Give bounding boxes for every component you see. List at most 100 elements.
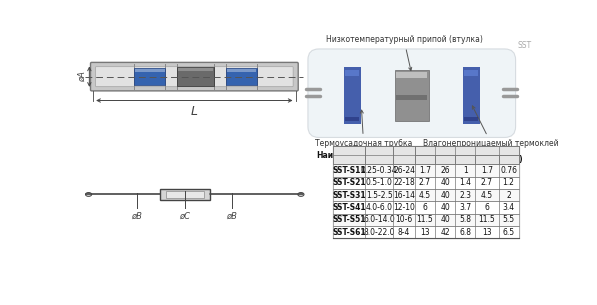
Text: 4.5: 4.5 bbox=[481, 191, 493, 200]
Text: Влагонепроницаемый термоклей: Влагонепроницаемый термоклей bbox=[423, 106, 559, 148]
Text: 5.8: 5.8 bbox=[459, 215, 471, 224]
Text: 1.5-2.5: 1.5-2.5 bbox=[366, 191, 393, 200]
FancyBboxPatch shape bbox=[96, 66, 293, 87]
Bar bbox=[415, 146, 519, 155]
Bar bbox=[455, 155, 475, 164]
Bar bbox=[343, 67, 361, 124]
Text: 6: 6 bbox=[423, 203, 427, 212]
Bar bbox=[396, 72, 427, 78]
Text: Низкотемпературный припой (втулка): Низкотемпературный припой (втулка) bbox=[325, 35, 482, 70]
Text: A.W.G: A.W.G bbox=[391, 151, 417, 160]
Text: SST-S31: SST-S31 bbox=[332, 191, 366, 200]
Bar bbox=[226, 69, 256, 72]
Bar bbox=[333, 164, 519, 177]
Text: 40: 40 bbox=[440, 178, 450, 187]
Text: 6: 6 bbox=[485, 203, 490, 212]
Text: 40: 40 bbox=[440, 203, 450, 212]
Text: SST-S11: SST-S11 bbox=[332, 166, 366, 175]
Text: 0.76: 0.76 bbox=[500, 166, 517, 175]
Bar bbox=[333, 146, 519, 238]
Bar bbox=[160, 189, 210, 200]
Text: øC: øC bbox=[180, 212, 190, 221]
Bar bbox=[166, 191, 204, 198]
FancyBboxPatch shape bbox=[308, 49, 516, 138]
Bar bbox=[435, 155, 455, 164]
Text: 1.2: 1.2 bbox=[503, 178, 515, 187]
Bar bbox=[498, 155, 519, 164]
Bar bbox=[333, 214, 519, 226]
Ellipse shape bbox=[298, 192, 304, 196]
Bar bbox=[415, 155, 435, 164]
Text: 4.0-6.0: 4.0-6.0 bbox=[366, 203, 393, 212]
Text: 1.7: 1.7 bbox=[481, 166, 493, 175]
Text: 5.5: 5.5 bbox=[503, 215, 515, 224]
Text: 3.4: 3.4 bbox=[503, 203, 515, 212]
Bar bbox=[333, 189, 519, 201]
Bar bbox=[135, 69, 165, 72]
Ellipse shape bbox=[85, 192, 92, 196]
Text: 11.5: 11.5 bbox=[417, 215, 433, 224]
Text: 6.5: 6.5 bbox=[503, 228, 515, 237]
Text: 16-14: 16-14 bbox=[393, 191, 415, 200]
Text: 8.0-22.0: 8.0-22.0 bbox=[364, 228, 395, 237]
Text: L(min): L(min) bbox=[431, 155, 459, 164]
Text: SST-S21: SST-S21 bbox=[332, 178, 366, 187]
Text: 2.7: 2.7 bbox=[419, 178, 431, 187]
Bar bbox=[365, 146, 393, 164]
Bar bbox=[464, 117, 478, 121]
Text: Размеры, мм: Размеры, мм bbox=[438, 146, 496, 155]
Bar bbox=[333, 201, 519, 214]
Text: L: L bbox=[191, 105, 198, 118]
Text: Термоусадочная трубка: Термоусадочная трубка bbox=[315, 110, 413, 148]
Text: 13: 13 bbox=[482, 228, 492, 237]
Bar bbox=[345, 70, 359, 76]
Text: 0.5-1.0: 0.5-1.0 bbox=[366, 178, 393, 187]
Text: Сечение,
мм²: Сечение, мм² bbox=[361, 149, 398, 162]
Bar bbox=[475, 155, 498, 164]
Text: Наименование: Наименование bbox=[316, 151, 381, 160]
Text: øB: øB bbox=[131, 212, 142, 221]
Text: 2: 2 bbox=[506, 191, 511, 200]
Bar bbox=[395, 70, 429, 120]
Bar bbox=[463, 67, 480, 124]
Text: 26: 26 bbox=[440, 166, 450, 175]
Text: BC(max): BC(max) bbox=[469, 155, 505, 164]
Text: 6.0-14.0: 6.0-14.0 bbox=[364, 215, 395, 224]
Text: 11.5: 11.5 bbox=[479, 215, 496, 224]
Text: 12-10: 12-10 bbox=[393, 203, 415, 212]
Text: 26-24: 26-24 bbox=[393, 166, 415, 175]
Text: 13: 13 bbox=[420, 228, 430, 237]
FancyBboxPatch shape bbox=[91, 63, 298, 91]
Bar bbox=[345, 117, 359, 121]
Bar bbox=[177, 67, 214, 86]
Text: 22-18: 22-18 bbox=[393, 178, 415, 187]
Bar bbox=[134, 68, 165, 85]
Bar bbox=[226, 68, 257, 85]
Bar bbox=[333, 226, 519, 238]
Text: 10-6: 10-6 bbox=[395, 215, 413, 224]
Bar bbox=[178, 68, 213, 71]
Text: 8-4: 8-4 bbox=[398, 228, 410, 237]
Text: SST: SST bbox=[518, 41, 532, 50]
Text: SST-S51: SST-S51 bbox=[332, 215, 366, 224]
Bar bbox=[464, 70, 478, 76]
Text: 1: 1 bbox=[463, 166, 467, 175]
Bar bbox=[333, 177, 519, 189]
Bar bbox=[393, 146, 415, 164]
Bar bbox=[333, 146, 365, 164]
Text: A(min): A(min) bbox=[411, 155, 439, 164]
Text: 3.7: 3.7 bbox=[459, 203, 471, 212]
Text: 2.7: 2.7 bbox=[481, 178, 493, 187]
Text: B(min): B(min) bbox=[451, 155, 479, 164]
Text: 2.3: 2.3 bbox=[459, 191, 471, 200]
Text: 0.25-0.34: 0.25-0.34 bbox=[361, 166, 398, 175]
Text: 1.4: 1.4 bbox=[459, 178, 471, 187]
Text: 40: 40 bbox=[440, 191, 450, 200]
Text: 42: 42 bbox=[440, 228, 450, 237]
Text: øB: øB bbox=[226, 212, 238, 221]
Text: 40: 40 bbox=[440, 215, 450, 224]
Text: SST-S41: SST-S41 bbox=[332, 203, 366, 212]
Text: SST-S61: SST-S61 bbox=[332, 228, 366, 237]
Text: 6.8: 6.8 bbox=[459, 228, 471, 237]
Text: 4.5: 4.5 bbox=[419, 191, 431, 200]
